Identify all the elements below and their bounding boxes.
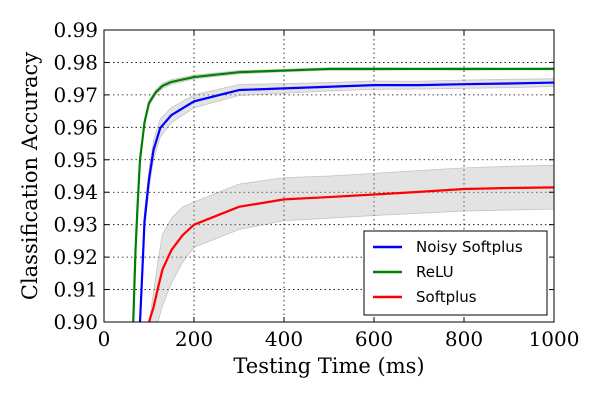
relu-band <box>132 67 554 322</box>
y-tick-label: 0.98 <box>53 50 98 74</box>
x-tick-label: 1000 <box>529 327 580 351</box>
plot-frame <box>103 29 555 323</box>
series-lines <box>132 67 554 322</box>
x-tick-label: 200 <box>175 327 213 351</box>
y-tick-label: 0.91 <box>53 278 98 302</box>
y-tick-label: 0.96 <box>53 115 98 139</box>
y-tick-labels: 0.90 0.91 0.92 0.93 0.94 0.95 0.96 0.97 0.98 0.99 <box>53 18 98 334</box>
y-axis-label: Classification Accuracy <box>18 52 42 300</box>
relu-line <box>132 67 554 322</box>
x-tick-label: 0 <box>98 327 111 351</box>
y-tick-label: 0.97 <box>53 83 98 107</box>
legend-label-relu: ReLU <box>416 263 454 281</box>
x-axis-label: Testing Time (ms) <box>233 354 424 378</box>
x-tick-label: 600 <box>355 327 393 351</box>
x-tick-label: 800 <box>445 327 483 351</box>
y-tick-label: 0.95 <box>53 148 98 172</box>
y-tick-label: 0.90 <box>53 310 98 334</box>
noisy-softplus-line <box>138 81 554 322</box>
x-tick-label: 400 <box>265 327 303 351</box>
x-tick-labels: 0 200 400 600 800 1000 <box>98 327 580 351</box>
noisy-softplus-band <box>139 78 554 322</box>
y-tick-label: 0.92 <box>53 245 98 269</box>
y-tick-label: 0.99 <box>53 18 98 42</box>
axis-ticks <box>103 29 555 323</box>
legend: Noisy Softplus ReLU Softplus <box>363 230 548 316</box>
legend-label-softplus: Softplus <box>416 288 477 306</box>
softplus-line <box>147 186 554 322</box>
legend-entries: Noisy Softplus ReLU Softplus <box>373 238 523 306</box>
legend-label-noisy-softplus: Noisy Softplus <box>416 238 523 256</box>
y-tick-label: 0.93 <box>53 213 98 237</box>
y-tick-label: 0.94 <box>53 180 98 204</box>
